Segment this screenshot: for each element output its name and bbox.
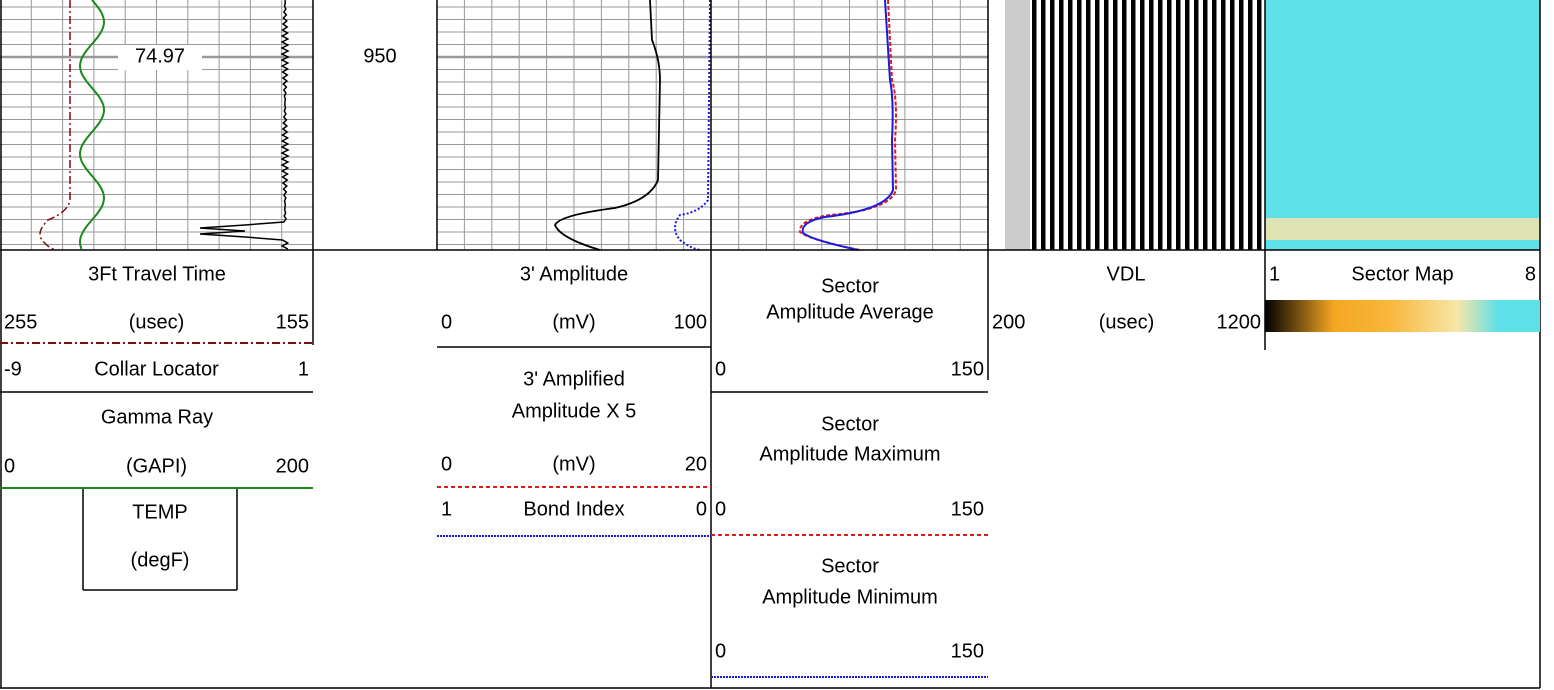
label: 1 <box>441 498 452 520</box>
label: TEMP <box>132 501 188 523</box>
label: Amplitude Minimum <box>762 586 938 608</box>
label: (GAPI) <box>126 455 187 477</box>
label: 0 <box>4 455 15 477</box>
vdl-stripe <box>1041 0 1046 250</box>
sector-avg-curve <box>801 0 895 251</box>
collar-curve <box>39 0 71 251</box>
vdl-stripe <box>1131 0 1136 250</box>
vdl-fade <box>1005 0 1030 250</box>
gamma-curve <box>78 0 106 250</box>
vdl-stripe <box>1239 0 1244 250</box>
label: 0 <box>715 358 726 380</box>
vdl-stripe <box>1167 0 1172 250</box>
label: 155 <box>276 311 309 333</box>
label: 0 <box>441 311 452 333</box>
vdl-stripe <box>1104 0 1109 250</box>
sector-max-curve <box>798 0 898 251</box>
label: 20 <box>685 453 707 475</box>
label: -9 <box>4 358 22 380</box>
label: VDL <box>1107 263 1146 285</box>
sector-map-colorbar <box>1265 300 1540 332</box>
vdl-stripe <box>1140 0 1145 250</box>
vdl-stripe <box>1086 0 1091 250</box>
amplitude-curve <box>554 0 661 251</box>
sector-map-image <box>1265 0 1540 250</box>
label: 8 <box>1525 263 1536 285</box>
vdl-stripe <box>1176 0 1181 250</box>
vdl-stripe <box>1203 0 1208 250</box>
label: 1 <box>298 358 309 380</box>
label: 200 <box>992 311 1025 333</box>
label: Collar Locator <box>94 358 219 380</box>
vdl-stripe <box>1212 0 1217 250</box>
label: 200 <box>276 455 309 477</box>
vdl-stripe <box>1113 0 1118 250</box>
vdl-stripe <box>1257 0 1262 250</box>
vdl-stripe <box>1095 0 1100 250</box>
travel-time-curve <box>199 0 290 250</box>
label: Sector <box>821 555 879 577</box>
label: Sector <box>821 413 879 435</box>
label: Amplitude X 5 <box>512 400 637 422</box>
label: 150 <box>951 640 984 662</box>
label: 255 <box>4 311 37 333</box>
vdl-stripe <box>1032 0 1037 250</box>
vdl-stripe <box>1122 0 1127 250</box>
vdl-stripe <box>1077 0 1082 250</box>
label: 100 <box>674 311 707 333</box>
label: 0 <box>441 453 452 475</box>
vdl-stripe <box>1185 0 1190 250</box>
label: 150 <box>951 358 984 380</box>
label: 0 <box>715 640 726 662</box>
label: Bond Index <box>523 498 624 520</box>
grids <box>0 0 988 250</box>
vdl-stripe <box>1149 0 1154 250</box>
bond-curve <box>674 0 711 251</box>
label: Gamma Ray <box>101 406 213 428</box>
vdl-stripe <box>1059 0 1064 250</box>
label: 74.97 <box>135 45 185 67</box>
sector-map-band <box>1265 218 1540 240</box>
label: (mV) <box>552 453 595 475</box>
label: (usec) <box>129 311 185 333</box>
vdl-stripe <box>1050 0 1055 250</box>
label: Sector Map <box>1351 263 1453 285</box>
annotation-bg <box>118 45 202 70</box>
label: (mV) <box>552 311 595 333</box>
label: 3Ft Travel Time <box>88 263 226 285</box>
vdl-stripe <box>1194 0 1199 250</box>
vdl-stripe <box>1068 0 1073 250</box>
label: 1200 <box>1217 311 1262 333</box>
vdl-stripe <box>1248 0 1253 250</box>
vdl-stripe <box>1158 0 1163 250</box>
label: Amplitude Average <box>766 301 934 323</box>
label: 950 <box>363 45 396 67</box>
label: 3' Amplitude <box>520 263 628 285</box>
label: 1 <box>1269 263 1280 285</box>
label: Sector <box>821 275 879 297</box>
vdl-stripe <box>1221 0 1226 250</box>
label: Amplitude Maximum <box>759 443 940 465</box>
label: 3' Amplified <box>523 368 625 390</box>
label: 150 <box>951 498 984 520</box>
label: (degF) <box>131 549 190 571</box>
vdl-image <box>1005 0 1262 250</box>
vdl-stripe <box>1230 0 1235 250</box>
label: (usec) <box>1099 311 1155 333</box>
label: 0 <box>715 498 726 520</box>
label: 0 <box>696 498 707 520</box>
